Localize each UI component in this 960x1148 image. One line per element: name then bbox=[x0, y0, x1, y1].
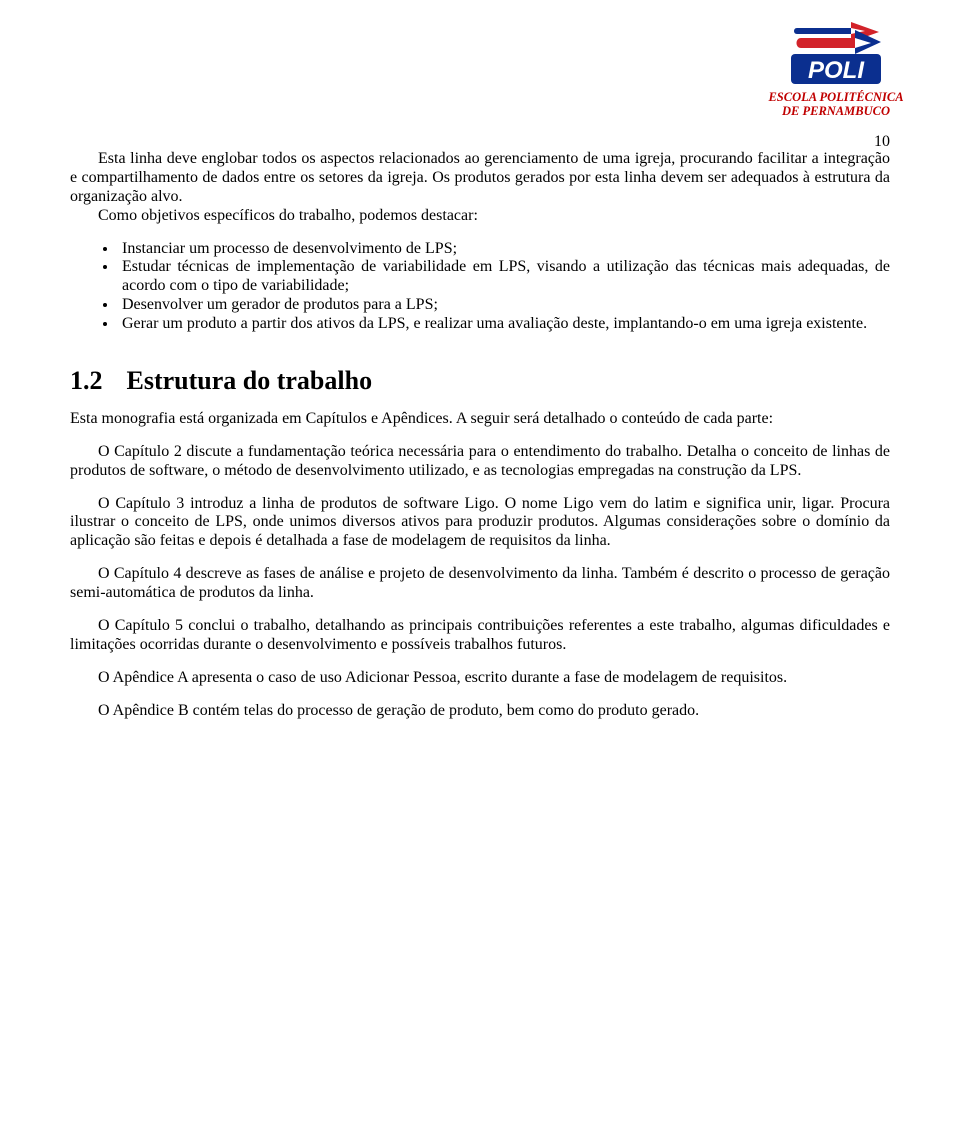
list-item: Estudar técnicas de implementação de var… bbox=[118, 258, 890, 296]
body-paragraph: O Capítulo 3 introduz a linha de produto… bbox=[70, 495, 890, 552]
section-title: Estrutura do trabalho bbox=[127, 366, 373, 395]
intro-paragraph-1: Esta linha deve englobar todos os aspect… bbox=[70, 150, 890, 207]
intro-paragraph-2: Como objetivos específicos do trabalho, … bbox=[70, 207, 890, 226]
page-header: POLI ESCOLA POLITÉCNICA DE PERNAMBUCO bbox=[756, 20, 916, 119]
body-paragraph: O Capítulo 5 conclui o trabalho, detalha… bbox=[70, 617, 890, 655]
school-name-line1: ESCOLA POLITÉCNICA bbox=[756, 90, 916, 104]
school-name-line2: DE PERNAMBUCO bbox=[756, 104, 916, 118]
list-item: Instanciar um processo de desenvolviment… bbox=[118, 240, 890, 259]
body-paragraph: O Capítulo 2 discute a fundamentação teó… bbox=[70, 443, 890, 481]
document-page: POLI ESCOLA POLITÉCNICA DE PERNAMBUCO 10… bbox=[0, 0, 960, 1148]
logo-text: POLI bbox=[808, 57, 865, 84]
section-number: 1.2 bbox=[70, 366, 103, 396]
body-paragraph: O Apêndice B contém telas do processo de… bbox=[70, 702, 890, 721]
poli-logo: POLI bbox=[791, 20, 881, 88]
list-item: Gerar um produto a partir dos ativos da … bbox=[118, 315, 890, 334]
section-heading: 1.2 Estrutura do trabalho bbox=[70, 366, 890, 396]
body-paragraph: O Apêndice A apresenta o caso de uso Adi… bbox=[70, 669, 890, 688]
objectives-list: Instanciar um processo de desenvolviment… bbox=[70, 240, 890, 334]
page-number: 10 bbox=[874, 133, 890, 151]
list-item: Desenvolver um gerador de produtos para … bbox=[118, 296, 890, 315]
page-content: Esta linha deve englobar todos os aspect… bbox=[70, 150, 890, 734]
body-paragraph: O Capítulo 4 descreve as fases de anális… bbox=[70, 565, 890, 603]
body-paragraph: Esta monografia está organizada em Capít… bbox=[70, 410, 890, 429]
